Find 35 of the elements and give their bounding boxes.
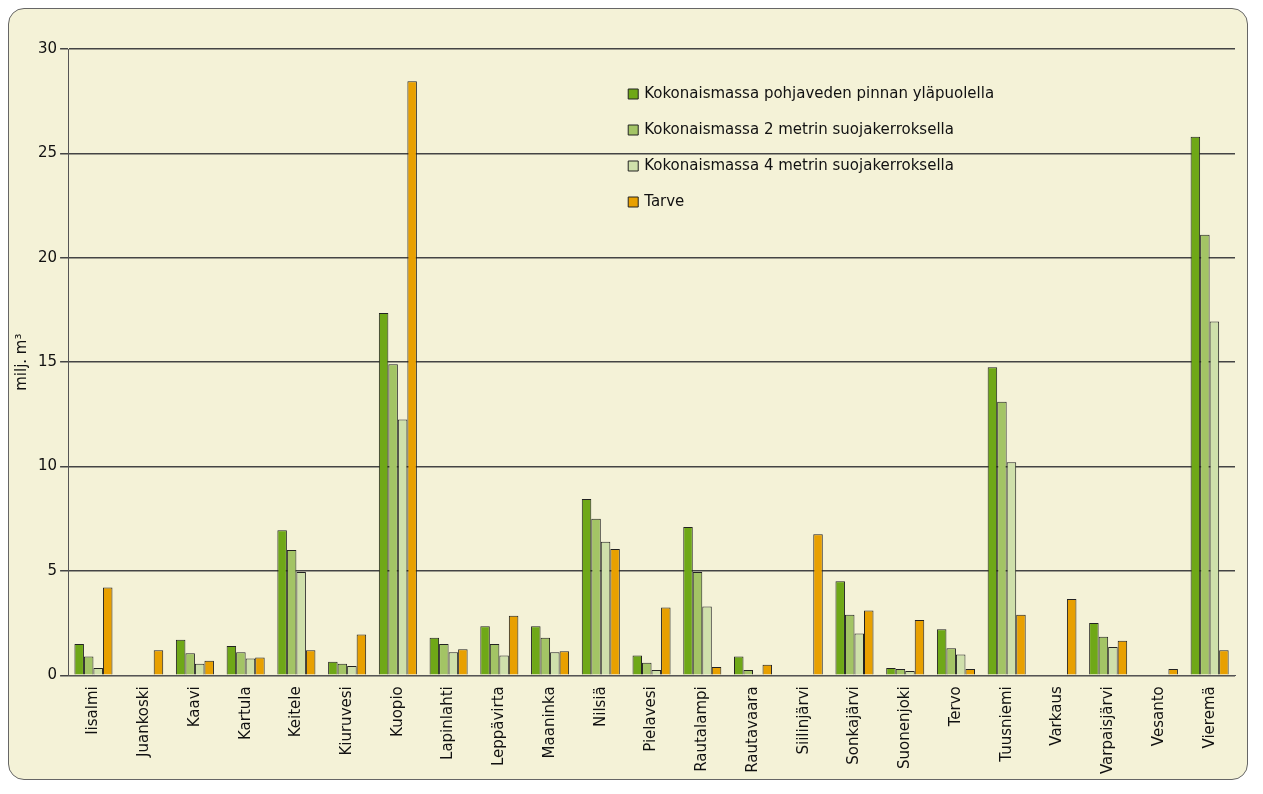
y-tick-label: 15 [37, 352, 58, 371]
y-tick-label: 5 [47, 560, 58, 579]
y-axis-title: milj. m³ [11, 333, 30, 391]
y-tick-label: 0 [47, 665, 58, 684]
y-tick-label: 20 [37, 247, 58, 266]
x-tick-label: Leppävirta [489, 686, 508, 767]
y-tick-label: 10 [37, 456, 58, 475]
x-tick-label: Tuusniemi [996, 686, 1015, 763]
y-tick-label: 25 [37, 143, 58, 162]
legend-label: Tarve [643, 191, 685, 210]
x-tick-label: Maaninka [539, 686, 558, 759]
legend-label: Kokonaismassa 4 metrin suojakerroksella [644, 155, 954, 174]
x-tick-label: Siilinjärvi [793, 686, 812, 755]
x-tick-label: Kaavi [184, 686, 203, 728]
x-tick-label: Varpaisjärvi [1098, 686, 1117, 775]
x-tick-label: Vesanto [1148, 686, 1167, 747]
x-tick-label: Varkaus [1047, 686, 1066, 746]
x-tick-label: Vieremä [1199, 686, 1218, 749]
x-tick-label: Rautavaara [742, 686, 761, 773]
x-tick-label: Tervo [945, 686, 964, 728]
x-tick-label: Keitele [286, 686, 305, 738]
x-tick-label: Lapinlahti [438, 686, 457, 760]
x-tick-label: Sonkajärvi [844, 686, 863, 765]
x-tick-label: Rautalampi [692, 686, 711, 772]
x-tick-label: Juankoski [134, 686, 153, 758]
y-tick-label: 30 [37, 38, 58, 57]
x-tick-label: Kuopio [387, 686, 406, 737]
legend-label: Kokonaismassa pohjaveden pinnan yläpuolella [644, 83, 995, 102]
x-tick-label: Iisalmi [83, 686, 102, 735]
x-tick-label: Kiuruvesi [337, 686, 356, 756]
x-tick-label: Kartula [235, 686, 254, 740]
x-tick-label: Suonenjoki [895, 686, 914, 769]
x-tick-label: Nilsiä [590, 686, 609, 728]
legend-label: Kokonaismassa 2 metrin suojakerroksella [644, 119, 954, 138]
x-tick-label: Pielavesi [641, 686, 660, 752]
